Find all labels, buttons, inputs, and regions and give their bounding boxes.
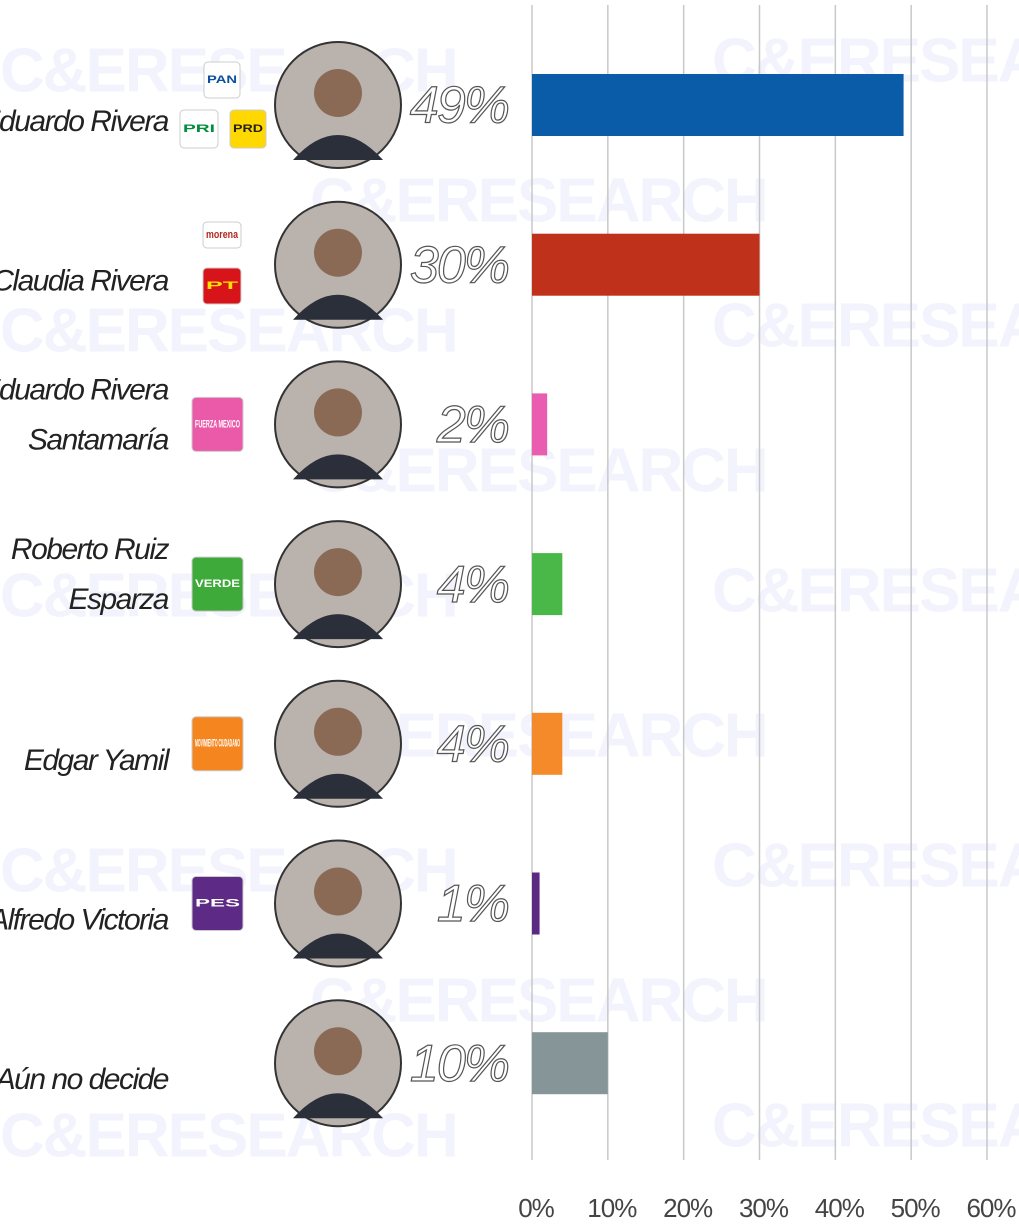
photo-body bbox=[293, 614, 383, 640]
watermark: C&ERESEARCH bbox=[712, 556, 1019, 625]
party-logo-text: PRD bbox=[233, 123, 263, 135]
party-logo bbox=[202, 221, 242, 249]
watermark: C&ERESEARCH bbox=[0, 1101, 457, 1170]
x-tick-label: 20% bbox=[663, 1193, 713, 1223]
category-label: Alfredo Victoria bbox=[0, 903, 169, 936]
party-logo-text: morena bbox=[206, 229, 239, 241]
party-logo-text: PAN bbox=[207, 74, 237, 86]
party-logo bbox=[191, 876, 244, 931]
photo-head bbox=[314, 69, 362, 117]
value-label: 4% bbox=[437, 556, 508, 614]
party-logo bbox=[202, 267, 242, 305]
value-label: 10% bbox=[410, 1035, 508, 1093]
party-logo bbox=[191, 396, 244, 452]
category-label: Claudia Rivera bbox=[0, 265, 169, 298]
party-logo-text: PRI bbox=[183, 123, 215, 135]
photo-head bbox=[314, 867, 362, 916]
party-logo bbox=[229, 109, 267, 149]
party-logo-text: FUERZA MEXICO bbox=[195, 418, 240, 430]
x-tick-label: 60% bbox=[966, 1193, 1016, 1223]
photo-head bbox=[314, 388, 362, 437]
photo-body bbox=[293, 1093, 383, 1119]
value-label: 1% bbox=[437, 875, 508, 933]
x-tick-label: 10% bbox=[587, 1193, 637, 1223]
photo-body bbox=[293, 135, 383, 160]
category-label: Aún no decide bbox=[0, 1063, 169, 1096]
x-tick-label: 0% bbox=[518, 1193, 554, 1223]
photo-body bbox=[293, 454, 383, 480]
bar bbox=[532, 872, 540, 935]
photo-head bbox=[314, 1027, 362, 1076]
category-label: Roberto Ruiz Esparza bbox=[11, 533, 170, 616]
value-label: 30% bbox=[410, 236, 508, 294]
watermark: C&ERESEARCH bbox=[712, 291, 1019, 360]
bar bbox=[532, 553, 563, 616]
x-tick-label: 30% bbox=[739, 1193, 789, 1223]
bar bbox=[532, 233, 760, 296]
x-tick-label: 50% bbox=[891, 1193, 941, 1223]
photo-body bbox=[293, 933, 383, 959]
party-logo bbox=[191, 556, 244, 612]
photo-body bbox=[293, 773, 383, 799]
category-label: Eduardo Rivera bbox=[0, 105, 169, 138]
bar bbox=[532, 712, 563, 775]
value-label: 4% bbox=[437, 716, 508, 774]
category-label: Edgar Yamil bbox=[24, 744, 171, 777]
x-tick-label: 40% bbox=[815, 1193, 865, 1223]
watermark: C&ERESEARCH bbox=[712, 1091, 1019, 1160]
watermark: C&ERESEARCH bbox=[712, 831, 1019, 900]
photo-head bbox=[314, 228, 362, 277]
party-logo-text: MOVIMIENTO CIUDADANO bbox=[195, 738, 240, 750]
party-logo bbox=[179, 109, 219, 149]
party-logo-text: PES bbox=[195, 897, 240, 909]
bar bbox=[532, 393, 548, 456]
photo-head bbox=[314, 707, 362, 756]
bar bbox=[532, 1032, 608, 1095]
value-label: 49% bbox=[410, 77, 508, 135]
value-label: 2% bbox=[436, 396, 508, 454]
party-logo bbox=[203, 61, 241, 99]
photo-body bbox=[293, 294, 383, 320]
party-logo-text: PT bbox=[206, 280, 239, 292]
bar bbox=[532, 74, 904, 136]
party-logo-text: VERDE bbox=[195, 578, 240, 590]
photo-head bbox=[314, 548, 362, 597]
watermark: C&ERESEARCH bbox=[0, 296, 457, 365]
party-logo bbox=[191, 716, 244, 772]
